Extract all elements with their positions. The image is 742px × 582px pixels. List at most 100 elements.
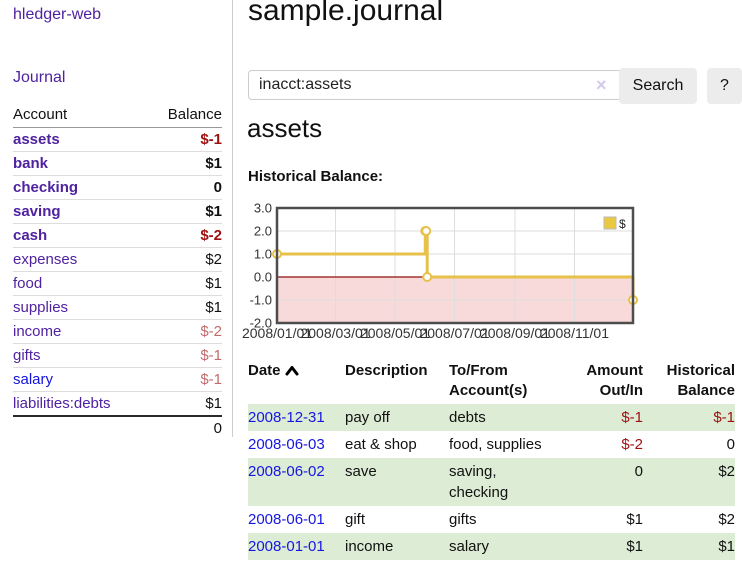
balance-column-header: Historical Balance bbox=[666, 362, 735, 399]
account-balance: $1 bbox=[205, 395, 222, 412]
accounts-cell: saving, checking bbox=[449, 458, 561, 506]
date-cell: 2008-06-01 bbox=[248, 506, 345, 533]
main-content: sample.journal × Search ? assets Histori… bbox=[242, 0, 742, 582]
description-cell: save bbox=[345, 458, 449, 506]
account-balance: $-2 bbox=[147, 319, 222, 344]
search-button[interactable]: Search bbox=[619, 68, 697, 104]
account-row: expenses $2 bbox=[13, 247, 222, 272]
amount-cell: $-1 bbox=[561, 404, 643, 431]
amount-cell: 0 bbox=[561, 458, 643, 506]
account-link-income[interactable]: income bbox=[13, 323, 62, 340]
sidebar-item-journal[interactable]: Journal bbox=[13, 69, 66, 86]
account-link-checking[interactable]: checking bbox=[13, 179, 79, 196]
total-spacer bbox=[13, 415, 148, 440]
transaction-row: 2008-06-01 gift gifts $1 $2 bbox=[248, 506, 735, 533]
accounts-cell: food, supplies bbox=[449, 436, 542, 453]
transaction-date-link[interactable]: 2008-01-01 bbox=[248, 538, 325, 555]
sidebar: hledger-web Journal Account Balance asse… bbox=[0, 0, 233, 440]
amount-column-header: Amount Out/In bbox=[586, 362, 643, 399]
svg-text:$: $ bbox=[619, 217, 626, 231]
total-balance: 0 bbox=[147, 415, 222, 440]
account-link-bank[interactable]: bank bbox=[13, 155, 49, 172]
svg-text:2008/05/01: 2008/05/01 bbox=[360, 325, 430, 341]
account-balance: $1 bbox=[147, 199, 222, 224]
historical-balance-chart: $3.0 2.0 1.0 0.0 -1.0 -2.02008/01/012008/03/0… bbox=[242, 201, 638, 341]
accounts-cell: gifts bbox=[449, 511, 477, 528]
svg-text:-2.0: -2.0 bbox=[250, 316, 272, 331]
transaction-date-link[interactable]: 2008-06-02 bbox=[248, 463, 325, 480]
help-button[interactable]: ? bbox=[707, 68, 742, 104]
account-row: cash $-2 bbox=[13, 223, 222, 248]
account-link-salary[interactable]: salary bbox=[13, 371, 54, 388]
search-form: × Search ? bbox=[248, 68, 742, 104]
account-balance: $1 bbox=[147, 151, 222, 176]
account-heading: assets bbox=[247, 113, 323, 143]
account-balance: $-1 bbox=[147, 367, 222, 392]
account-link-saving[interactable]: saving bbox=[13, 203, 61, 220]
amount-cell: $-2 bbox=[621, 436, 643, 453]
description-column-header: Description bbox=[345, 362, 428, 379]
account-balance: $-2 bbox=[147, 223, 222, 248]
balance-cell: $2 bbox=[643, 458, 735, 506]
account-row: checking 0 bbox=[13, 175, 222, 200]
account-link-expenses[interactable]: expenses bbox=[13, 251, 78, 268]
transaction-date-link[interactable]: 2008-12-31 bbox=[248, 409, 325, 426]
balance-cell: $2 bbox=[718, 511, 735, 528]
balance-cell: $1 bbox=[643, 533, 735, 560]
svg-text:3.0: 3.0 bbox=[254, 201, 272, 216]
account-row: supplies $1 bbox=[13, 295, 222, 320]
description-cell: eat & shop bbox=[345, 436, 417, 453]
account-balance: $1 bbox=[147, 295, 222, 320]
date-cell: 2008-01-01 bbox=[248, 533, 345, 560]
clear-search-icon[interactable]: × bbox=[596, 75, 607, 95]
svg-text:-1.0: -1.0 bbox=[250, 293, 272, 308]
account-link-food[interactable]: food bbox=[13, 275, 43, 292]
account-row: bank $1 bbox=[13, 151, 222, 176]
sort-ascending-icon bbox=[285, 366, 299, 376]
search-input[interactable] bbox=[248, 70, 622, 100]
description-cell: pay off bbox=[345, 404, 449, 431]
svg-text:2008/09/01: 2008/09/01 bbox=[480, 325, 550, 341]
svg-text:2008/01/01: 2008/01/01 bbox=[242, 325, 312, 341]
account-row: assets $-1 bbox=[13, 127, 222, 152]
account-row: salary $-1 bbox=[13, 367, 222, 392]
date-column-header[interactable]: Date bbox=[248, 361, 345, 404]
account-row: saving $1 bbox=[13, 199, 222, 224]
svg-text:2008/07/01: 2008/07/01 bbox=[419, 325, 489, 341]
account-link-gifts[interactable]: gifts bbox=[13, 347, 41, 364]
svg-text:2.0: 2.0 bbox=[254, 224, 272, 239]
svg-text:1.0: 1.0 bbox=[254, 247, 272, 262]
date-cell: 2008-12-31 bbox=[248, 404, 345, 431]
svg-text:2008/11/01: 2008/11/01 bbox=[540, 325, 609, 341]
account-link-liabilities-debts[interactable]: liabilities:debts bbox=[13, 395, 111, 412]
transaction-row: 2008-06-02 save saving, checking 0 $2 bbox=[248, 458, 735, 506]
account-balance: 0 bbox=[147, 175, 222, 200]
account-balance: $1 bbox=[147, 271, 222, 296]
page-title: sample.journal bbox=[248, 0, 444, 27]
account-row: gifts $-1 bbox=[13, 343, 222, 368]
brand-link[interactable]: hledger-web bbox=[13, 6, 102, 23]
svg-text:0.0: 0.0 bbox=[254, 270, 272, 285]
transaction-date-link[interactable]: 2008-06-03 bbox=[248, 436, 325, 453]
transaction-row: 2008-12-31 pay off debts $-1 $-1 bbox=[248, 404, 735, 431]
date-cell: 2008-06-02 bbox=[248, 458, 345, 506]
accounts-column-header: To/From Account(s) bbox=[449, 362, 528, 399]
account-balance: $-1 bbox=[147, 127, 222, 152]
svg-text:2008/03/01: 2008/03/01 bbox=[300, 325, 370, 341]
transaction-date-link[interactable]: 2008-06-01 bbox=[248, 511, 325, 528]
account-row: food $1 bbox=[13, 271, 222, 296]
accounts-cell: salary bbox=[449, 533, 561, 560]
transaction-row: 2008-06-03 eat & shop food, supplies $-2 0 bbox=[248, 431, 735, 458]
amount-cell: $1 bbox=[626, 511, 643, 528]
date-cell: 2008-06-03 bbox=[248, 431, 345, 458]
account-link-assets[interactable]: assets bbox=[13, 131, 60, 148]
balance-column-header: Balance bbox=[147, 104, 222, 128]
amount-cell: $1 bbox=[561, 533, 643, 560]
total-row: 0 bbox=[13, 415, 222, 440]
account-link-cash[interactable]: cash bbox=[13, 227, 48, 244]
balance-cell: 0 bbox=[726, 436, 735, 453]
description-cell: gift bbox=[345, 511, 366, 528]
account-row: income $-2 bbox=[13, 319, 222, 344]
account-balance: $2 bbox=[147, 247, 222, 272]
account-link-supplies[interactable]: supplies bbox=[13, 299, 69, 316]
